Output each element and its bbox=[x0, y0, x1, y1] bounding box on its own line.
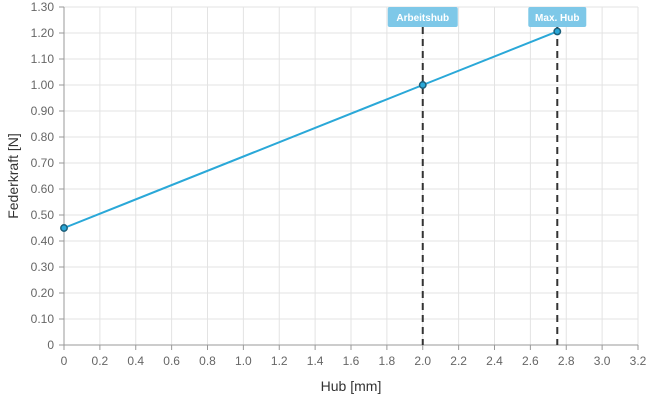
y-tick-label: 0.70 bbox=[31, 156, 55, 170]
series-line bbox=[63, 30, 558, 229]
y-tick-label: 0 bbox=[47, 338, 54, 352]
marker-label: Arbeitshub bbox=[396, 13, 449, 24]
x-tick-label: 1.6 bbox=[343, 354, 360, 368]
y-tick-label: 0.20 bbox=[31, 286, 55, 300]
x-tick-label: 1.8 bbox=[379, 354, 396, 368]
x-tick-label: 2.0 bbox=[414, 354, 431, 368]
x-tick-label: 0 bbox=[61, 354, 68, 368]
series bbox=[60, 27, 562, 232]
x-tick-label: 0.8 bbox=[199, 354, 216, 368]
y-tick-label: 0.60 bbox=[31, 182, 55, 196]
axes bbox=[59, 6, 639, 350]
marker-label-box bbox=[387, 7, 458, 27]
x-tick-label: 0.2 bbox=[92, 354, 109, 368]
data-point bbox=[60, 224, 68, 232]
x-tick-label: 3.2 bbox=[630, 354, 647, 368]
grid bbox=[63, 6, 639, 346]
x-tick-label: 0.4 bbox=[127, 354, 144, 368]
x-tick-label: 2.4 bbox=[486, 354, 503, 368]
x-axis-title: Hub [mm] bbox=[321, 378, 382, 394]
y-tick-label: 0.50 bbox=[31, 208, 55, 222]
data-point bbox=[418, 81, 427, 89]
marker-label: Max. Hub bbox=[535, 13, 579, 24]
y-tick-label: 0.30 bbox=[31, 260, 55, 274]
y-tick-label: 1.00 bbox=[31, 78, 55, 92]
x-tick-label: 2.6 bbox=[522, 354, 539, 368]
x-tick-label: 3.0 bbox=[594, 354, 611, 368]
x-tick-label: 1.2 bbox=[271, 354, 288, 368]
y-tick-label: 0.10 bbox=[31, 312, 55, 326]
y-tick-label: 1.10 bbox=[31, 52, 55, 66]
x-tick-label: 1.4 bbox=[307, 354, 324, 368]
y-tick-label: 1.20 bbox=[31, 26, 55, 40]
y-tick-label: 0.40 bbox=[31, 234, 55, 248]
x-tick-label: 2.8 bbox=[558, 354, 575, 368]
tick-labels: 0 0.2 0.4 0.6 0.8 1.0 1.2 1.4 1.6 1.8 2.0 2.2 2.4 2.6… bbox=[31, 0, 647, 368]
y-axis-title: Federkraft [N] bbox=[5, 133, 21, 219]
x-tick-label: 0.6 bbox=[163, 354, 180, 368]
y-tick-label: 0.90 bbox=[31, 104, 55, 118]
x-tick-label: 1.0 bbox=[235, 354, 252, 368]
marker-label-box bbox=[528, 7, 587, 27]
x-tick-label: 2.2 bbox=[450, 354, 467, 368]
y-tick-label: 1.30 bbox=[31, 0, 55, 14]
markers: Arbeitshub Max. Hub bbox=[387, 7, 587, 345]
data-point bbox=[553, 27, 562, 36]
y-tick-label: 0.80 bbox=[31, 130, 55, 144]
